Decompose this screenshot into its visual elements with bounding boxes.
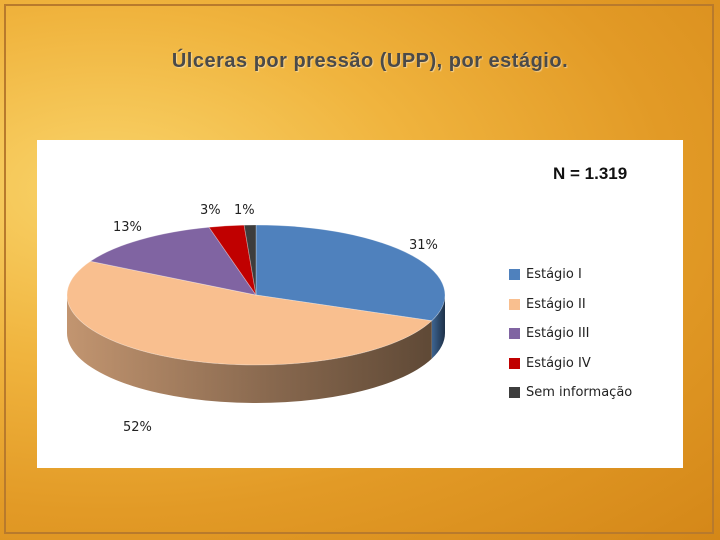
data-label-estágio-iii: 13% xyxy=(113,220,142,235)
chart-legend: Estágio I Estágio II Estágio III Estágio IV… xyxy=(509,260,632,408)
legend-item: Estágio I xyxy=(509,260,632,290)
data-label-estágio-ii: 52% xyxy=(123,420,152,435)
data-label-sem-informação: 1% xyxy=(234,203,255,218)
legend-label: Estágio IV xyxy=(526,355,591,371)
pie-slice-estágio-i xyxy=(255,224,446,322)
slide-title: Úlceras por pressão (UPP), por estágio. xyxy=(171,50,569,72)
data-label-estágio-i: 31% xyxy=(409,238,438,253)
legend-label: Estágio II xyxy=(526,296,586,312)
pie-slice-estágio-iii xyxy=(89,226,257,296)
chart-panel: N = 1.319 Estágio I Estágio II Estágio III… xyxy=(37,140,683,468)
legend-swatch xyxy=(509,269,520,281)
legend-label: Estágio I xyxy=(526,267,582,283)
legend-item: Estágio IV xyxy=(509,349,632,379)
legend-swatch xyxy=(509,387,520,399)
data-label-estágio-iv: 3% xyxy=(200,203,221,218)
legend-item: Estágio II xyxy=(509,290,632,320)
legend-label: Estágio III xyxy=(526,326,590,342)
pie-slice-estágio-ii xyxy=(66,260,433,366)
legend-swatch xyxy=(509,298,520,310)
legend-item: Sem informação xyxy=(509,378,632,408)
pie-chart xyxy=(66,224,446,403)
legend-swatch xyxy=(509,328,520,340)
sample-size-label: N = 1.319 xyxy=(553,164,628,183)
pie-slice-estágio-iv xyxy=(208,224,257,296)
pie-slice-sem-informação xyxy=(243,224,257,296)
pie-side-estágio-i xyxy=(431,295,445,359)
pie-side-estágio-ii xyxy=(67,295,432,403)
legend-item: Estágio III xyxy=(509,319,632,349)
legend-label: Sem informação xyxy=(526,385,633,401)
slide-frame xyxy=(4,4,714,534)
legend-swatch xyxy=(509,357,520,369)
